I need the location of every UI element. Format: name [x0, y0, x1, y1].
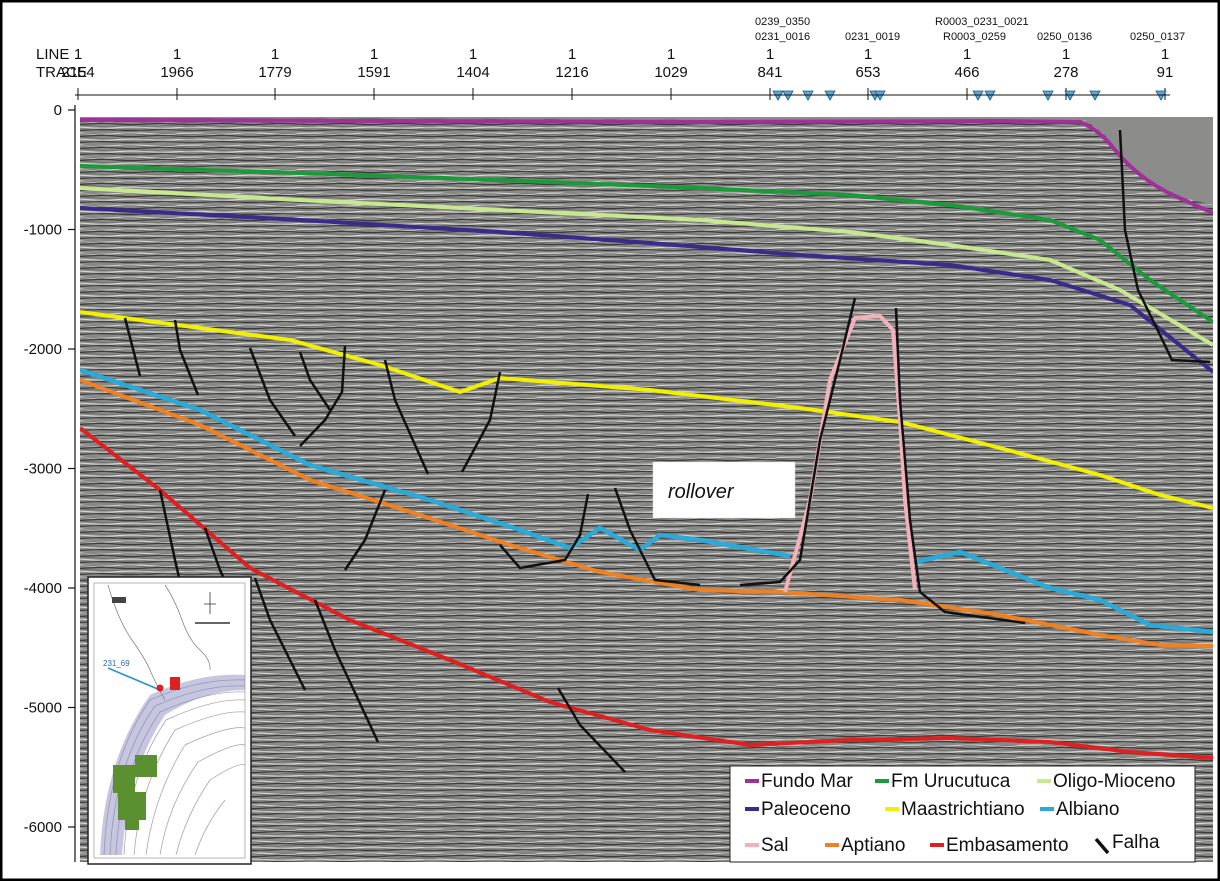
legend-label: Falha	[1112, 832, 1160, 853]
trace-number: 278	[1053, 64, 1078, 81]
intersection-label: 0239_0350	[755, 16, 810, 28]
horizon-paleoceno	[80, 206, 1213, 374]
depth-axis: 0 -1000 -2000 -3000 -4000 -5000 -6000	[24, 94, 1170, 862]
legend-item: Fm Urucutuca	[875, 771, 1011, 792]
depth-tick-label: 0	[54, 102, 62, 119]
depth-tick-label: -4000	[24, 580, 62, 597]
horizon-albiano	[80, 367, 1213, 635]
north-arrow-icon	[204, 592, 216, 614]
horizon-maastrichtiano	[80, 310, 1213, 510]
trace-header: LINE TRACE 12154119661177911591114041121…	[36, 16, 1185, 101]
line-number: 1	[74, 46, 82, 63]
horizon-aptiano	[80, 378, 1213, 648]
line-number: 1	[1062, 46, 1070, 63]
trace-number: 466	[954, 64, 979, 81]
legend-label: Aptiano	[841, 835, 905, 856]
line-label: LINE	[36, 46, 69, 63]
trace-number: 2154	[61, 64, 94, 81]
trace-number: 1591	[357, 64, 390, 81]
legend: Fundo Mar Fm Urucutuca Oligo-Mioceno Paleoc…	[729, 765, 1196, 863]
legend-item: Embasamento	[930, 835, 1069, 856]
legend-item: Fundo Mar	[745, 771, 854, 792]
trace-number: 1404	[456, 64, 489, 81]
trace-number: 1966	[160, 64, 193, 81]
legend-item: Maastrichtiano	[885, 799, 1025, 820]
intersection-label: R0003_0259	[943, 31, 1006, 43]
horizon-fundo-mar	[80, 118, 1213, 215]
intersection-label: 0231_0016	[755, 31, 810, 43]
depth-tick-label: -3000	[24, 461, 62, 478]
trace-number: 1779	[258, 64, 291, 81]
legend-item: Albiano	[1040, 799, 1119, 820]
legend-label: Oligo-Mioceno	[1053, 771, 1176, 792]
intersection-label: 0250_0137	[1130, 31, 1185, 43]
trace-number: 1029	[654, 64, 687, 81]
legend-item: Sal	[745, 835, 788, 856]
map-block-red	[170, 677, 180, 690]
line-number: 1	[667, 46, 675, 63]
legend-item: Aptiano	[825, 835, 905, 856]
line-number: 1	[864, 46, 872, 63]
legend-item: Paleoceno	[745, 799, 851, 820]
rollover-label: rollover	[668, 481, 735, 503]
seismic-panel	[80, 117, 1213, 862]
inset-location-map: 231_69	[87, 576, 252, 865]
intersection-label: 0250_0136	[1037, 31, 1092, 43]
line-number: 1	[173, 46, 181, 63]
legend-label: Embasamento	[946, 835, 1069, 856]
depth-tick-label: -2000	[24, 341, 62, 358]
intersection-label: 0231_0019	[845, 31, 900, 43]
line-number: 1	[370, 46, 378, 63]
trace-number: 653	[855, 64, 880, 81]
legend-label: Fm Urucutuca	[891, 771, 1011, 792]
legend-label: Fundo Mar	[761, 771, 854, 792]
map-line-label: 231_69	[103, 659, 130, 668]
line-number: 1	[568, 46, 576, 63]
intersection-label: R0003_0231_0021	[935, 16, 1029, 28]
line-number: 1	[766, 46, 774, 63]
legend-item: Oligo-Mioceno	[1037, 771, 1176, 792]
map-line-trace	[107, 667, 161, 691]
map-point	[156, 684, 164, 692]
trace-label: TRACE	[36, 64, 87, 81]
rollover-annotation: rollover	[652, 461, 796, 519]
line-number: 1	[963, 46, 971, 63]
legend-label: Maastrichtiano	[901, 799, 1025, 820]
trace-number: 91	[1157, 64, 1174, 81]
depth-tick-label: -6000	[24, 819, 62, 836]
line-number: 1	[1161, 46, 1169, 63]
horizon-fm-urucutuca	[80, 164, 1213, 324]
faults	[123, 129, 1211, 773]
horizon-embasamento	[80, 426, 1213, 760]
depth-tick-label: -5000	[24, 700, 62, 717]
line-number: 1	[469, 46, 477, 63]
legend-label: Sal	[761, 835, 788, 856]
legend-label: Paleoceno	[761, 799, 851, 820]
legend-label: Albiano	[1056, 799, 1119, 820]
depth-tick-label: -1000	[24, 222, 62, 239]
trace-number: 841	[757, 64, 782, 81]
legend-item: Falha	[1094, 832, 1160, 855]
line-number: 1	[271, 46, 279, 63]
map-legend-block	[112, 597, 126, 603]
horizon-oligo-mioceno	[80, 186, 1213, 347]
legend-swatch	[1094, 837, 1110, 855]
trace-number: 1216	[555, 64, 588, 81]
map-blocks-green	[113, 755, 157, 830]
